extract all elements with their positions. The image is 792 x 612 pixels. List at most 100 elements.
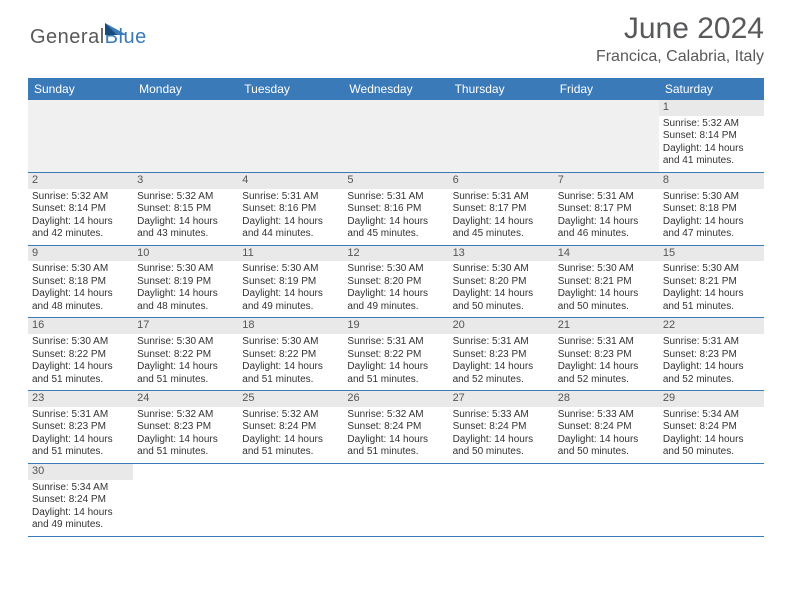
daylight-text: Daylight: 14 hours and 49 minutes. — [347, 288, 444, 313]
sunrise-text: Sunrise: 5:30 AM — [347, 263, 444, 276]
sunrise-text: Sunrise: 5:30 AM — [242, 336, 339, 349]
daylight-text: Daylight: 14 hours and 51 minutes. — [347, 434, 444, 459]
day-number: 2 — [28, 173, 133, 189]
sunrise-text: Sunrise: 5:32 AM — [32, 191, 129, 204]
sunset-text: Sunset: 8:24 PM — [347, 421, 444, 434]
sunset-text: Sunset: 8:19 PM — [137, 276, 234, 289]
day-number: 29 — [659, 391, 764, 407]
weekday-label: Wednesday — [343, 78, 448, 100]
sunset-text: Sunset: 8:24 PM — [558, 421, 655, 434]
daylight-text: Daylight: 14 hours and 51 minutes. — [32, 434, 129, 459]
daylight-text: Daylight: 14 hours and 50 minutes. — [663, 434, 760, 459]
sunrise-text: Sunrise: 5:30 AM — [32, 263, 129, 276]
daylight-text: Daylight: 14 hours and 49 minutes. — [242, 288, 339, 313]
sunset-text: Sunset: 8:17 PM — [558, 203, 655, 216]
day-number: 13 — [449, 246, 554, 262]
daylight-text: Daylight: 14 hours and 52 minutes. — [453, 361, 550, 386]
day-number: 22 — [659, 318, 764, 334]
sunset-text: Sunset: 8:22 PM — [137, 349, 234, 362]
day-number: 27 — [449, 391, 554, 407]
logo-text: GeneralBlue — [30, 26, 147, 48]
day-number: 10 — [133, 246, 238, 262]
calendar-cell: 6Sunrise: 5:31 AMSunset: 8:17 PMDaylight… — [449, 173, 554, 245]
sunrise-text: Sunrise: 5:31 AM — [558, 191, 655, 204]
sunset-text: Sunset: 8:14 PM — [32, 203, 129, 216]
day-number: 16 — [28, 318, 133, 334]
sunset-text: Sunset: 8:14 PM — [663, 130, 760, 143]
daylight-text: Daylight: 14 hours and 47 minutes. — [663, 216, 760, 241]
calendar: SundayMondayTuesdayWednesdayThursdayFrid… — [28, 78, 764, 537]
daylight-text: Daylight: 14 hours and 51 minutes. — [663, 288, 760, 313]
sunset-text: Sunset: 8:23 PM — [453, 349, 550, 362]
calendar-cell: 3Sunrise: 5:32 AMSunset: 8:15 PMDaylight… — [133, 173, 238, 245]
sunset-text: Sunset: 8:22 PM — [242, 349, 339, 362]
daylight-text: Daylight: 14 hours and 51 minutes. — [347, 361, 444, 386]
sunset-text: Sunset: 8:23 PM — [558, 349, 655, 362]
daylight-text: Daylight: 14 hours and 41 minutes. — [663, 143, 760, 168]
sunrise-text: Sunrise: 5:30 AM — [663, 263, 760, 276]
sunset-text: Sunset: 8:21 PM — [663, 276, 760, 289]
sunset-text: Sunset: 8:21 PM — [558, 276, 655, 289]
sunrise-text: Sunrise: 5:30 AM — [242, 263, 339, 276]
title-block: June 2024 Francica, Calabria, Italy — [596, 12, 764, 66]
calendar-cell: 21 Sunrise: 5:31 AMSunset: 8:23 PMDayligh… — [554, 318, 659, 390]
sunset-text: Sunset: 8:24 PM — [242, 421, 339, 434]
logo-part1: General — [30, 26, 105, 48]
calendar-cell — [133, 100, 238, 172]
sunrise-text: Sunrise: 5:32 AM — [137, 191, 234, 204]
calendar-cell — [449, 100, 554, 172]
weekday-header: SundayMondayTuesdayWednesdayThursdayFrid… — [28, 78, 764, 100]
calendar-cell: 26Sunrise: 5:32 AMSunset: 8:24 PMDayligh… — [343, 391, 448, 463]
day-number: 23 — [28, 391, 133, 407]
day-number: 28 — [554, 391, 659, 407]
day-number: 25 — [238, 391, 343, 407]
calendar-cell: 27Sunrise: 5:33 AMSunset: 8:24 PMDayligh… — [449, 391, 554, 463]
sunrise-text: Sunrise: 5:32 AM — [347, 409, 444, 422]
calendar-cell: 11Sunrise: 5:30 AMSunset: 8:19 PMDayligh… — [238, 246, 343, 318]
calendar-week: 23Sunrise: 5:31 AMSunset: 8:23 PMDayligh… — [28, 391, 764, 464]
daylight-text: Daylight: 14 hours and 51 minutes. — [32, 361, 129, 386]
calendar-cell: 8Sunrise: 5:30 AMSunset: 8:18 PMDaylight… — [659, 173, 764, 245]
sunset-text: Sunset: 8:18 PM — [32, 276, 129, 289]
sunrise-text: Sunrise: 5:30 AM — [663, 191, 760, 204]
calendar-cell: 25Sunrise: 5:32 AMSunset: 8:24 PMDayligh… — [238, 391, 343, 463]
weekday-label: Thursday — [449, 78, 554, 100]
calendar-week: 30Sunrise: 5:34 AMSunset: 8:24 PMDayligh… — [28, 464, 764, 537]
day-number: 21 — [554, 318, 659, 334]
sunrise-text: Sunrise: 5:31 AM — [558, 336, 655, 349]
calendar-cell: 17Sunrise: 5:30 AMSunset: 8:22 PMDayligh… — [133, 318, 238, 390]
sunrise-text: Sunrise: 5:31 AM — [242, 191, 339, 204]
day-number: 17 — [133, 318, 238, 334]
location: Francica, Calabria, Italy — [596, 48, 764, 66]
header: GeneralBlue June 2024 Francica, Calabria… — [0, 0, 792, 78]
calendar-cell — [28, 100, 133, 172]
daylight-text: Daylight: 14 hours and 48 minutes. — [137, 288, 234, 313]
calendar-cell — [449, 464, 554, 536]
calendar-week: 16Sunrise: 5:30 AMSunset: 8:22 PMDayligh… — [28, 318, 764, 391]
sunset-text: Sunset: 8:22 PM — [347, 349, 444, 362]
daylight-text: Daylight: 14 hours and 42 minutes. — [32, 216, 129, 241]
calendar-cell — [238, 100, 343, 172]
logo-flag-dark-icon — [105, 23, 117, 35]
calendar-cell: 24Sunrise: 5:32 AMSunset: 8:23 PMDayligh… — [133, 391, 238, 463]
sunrise-text: Sunrise: 5:31 AM — [453, 191, 550, 204]
sunset-text: Sunset: 8:20 PM — [347, 276, 444, 289]
weekday-label: Tuesday — [238, 78, 343, 100]
sunset-text: Sunset: 8:18 PM — [663, 203, 760, 216]
day-number: 18 — [238, 318, 343, 334]
daylight-text: Daylight: 14 hours and 50 minutes. — [558, 434, 655, 459]
daylight-text: Daylight: 14 hours and 52 minutes. — [558, 361, 655, 386]
calendar-cell — [554, 464, 659, 536]
calendar-cell: 30Sunrise: 5:34 AMSunset: 8:24 PMDayligh… — [28, 464, 133, 536]
daylight-text: Daylight: 14 hours and 50 minutes. — [558, 288, 655, 313]
calendar-cell: 4Sunrise: 5:31 AMSunset: 8:16 PMDaylight… — [238, 173, 343, 245]
sunrise-text: Sunrise: 5:32 AM — [242, 409, 339, 422]
sunrise-text: Sunrise: 5:30 AM — [137, 336, 234, 349]
sunrise-text: Sunrise: 5:33 AM — [558, 409, 655, 422]
day-number: 3 — [133, 173, 238, 189]
sunset-text: Sunset: 8:24 PM — [453, 421, 550, 434]
sunrise-text: Sunrise: 5:30 AM — [453, 263, 550, 276]
sunset-text: Sunset: 8:19 PM — [242, 276, 339, 289]
weekday-label: Monday — [133, 78, 238, 100]
daylight-text: Daylight: 14 hours and 50 minutes. — [453, 288, 550, 313]
